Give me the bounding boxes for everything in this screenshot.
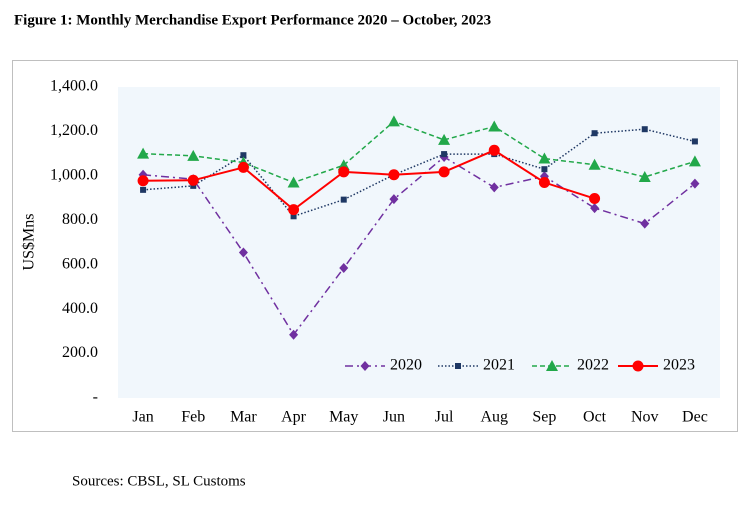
y-tick-label: 1,200.0 [50, 122, 98, 139]
series-marker [541, 166, 548, 173]
series-marker [338, 166, 350, 178]
x-tick-label: Sep [532, 409, 556, 426]
chart-title: Figure 1: Monthly Merchandise Export Per… [14, 12, 491, 28]
y-tick-label: 800.0 [62, 211, 98, 228]
series-marker [538, 177, 550, 189]
series-marker [588, 158, 601, 170]
series-marker [640, 218, 650, 229]
series-marker [488, 120, 501, 132]
series-marker [187, 149, 200, 161]
legend-label: 2020 [390, 357, 422, 374]
series-marker [340, 196, 347, 203]
y-tick-label: 200.0 [62, 344, 98, 361]
x-tick-label: Mar [230, 409, 257, 426]
x-tick-label: May [329, 409, 358, 426]
series-line [143, 128, 696, 218]
legend-marker [455, 363, 461, 369]
series-marker [289, 329, 299, 340]
series-marker [140, 186, 147, 193]
legend-label: 2023 [663, 357, 695, 374]
x-tick-label: Jun [383, 409, 405, 426]
legend-marker [360, 361, 370, 371]
series-marker [441, 151, 448, 158]
series-marker [137, 147, 150, 159]
series-marker [339, 263, 349, 274]
y-tick-label: 1,000.0 [50, 167, 98, 184]
plot-area [118, 87, 720, 398]
legend-marker [546, 360, 558, 371]
x-tick-label: Nov [631, 409, 659, 426]
series-marker [137, 175, 149, 187]
y-axis-label: US$Mns [21, 214, 38, 271]
series-marker [237, 161, 249, 173]
legend-marker [632, 360, 644, 372]
series-marker [190, 182, 197, 189]
x-tick-label: Jul [435, 409, 454, 426]
series-marker [589, 193, 601, 205]
legend-label: 2022 [577, 357, 609, 374]
x-tick-label: Oct [583, 409, 607, 426]
series-marker [388, 169, 400, 181]
series-line [143, 156, 696, 337]
series-marker [489, 182, 499, 193]
series-marker [690, 178, 700, 189]
series-marker [488, 144, 500, 156]
series-marker [591, 130, 598, 137]
series-marker [638, 170, 651, 182]
y-tick-label: 400.0 [62, 300, 98, 317]
series-marker [240, 152, 247, 159]
x-tick-label: Dec [682, 409, 708, 426]
series-marker [287, 176, 300, 188]
y-tick-label: - [93, 389, 98, 406]
series-marker [238, 247, 248, 258]
series-marker [387, 115, 400, 127]
series-marker [438, 133, 451, 145]
series-marker [538, 152, 551, 164]
series-marker [290, 213, 297, 220]
series-marker [691, 138, 698, 145]
series-marker [590, 203, 600, 214]
series-marker [641, 126, 648, 133]
legend-label: 2021 [483, 357, 515, 374]
series-marker [389, 194, 399, 205]
y-tick-label: 1,400.0 [50, 78, 98, 95]
series-line [143, 120, 696, 184]
x-tick-label: Aug [480, 409, 508, 426]
series-marker [688, 155, 701, 167]
series-marker [288, 204, 300, 216]
series-line [143, 149, 595, 211]
x-tick-label: Apr [281, 409, 307, 426]
y-tick-label: 600.0 [62, 255, 98, 272]
x-tick-label: Feb [181, 409, 205, 426]
series-marker [438, 166, 450, 178]
series-marker [187, 174, 199, 186]
source-note: Sources: CBSL, SL Customs [72, 473, 246, 489]
x-tick-label: Jan [132, 409, 153, 426]
